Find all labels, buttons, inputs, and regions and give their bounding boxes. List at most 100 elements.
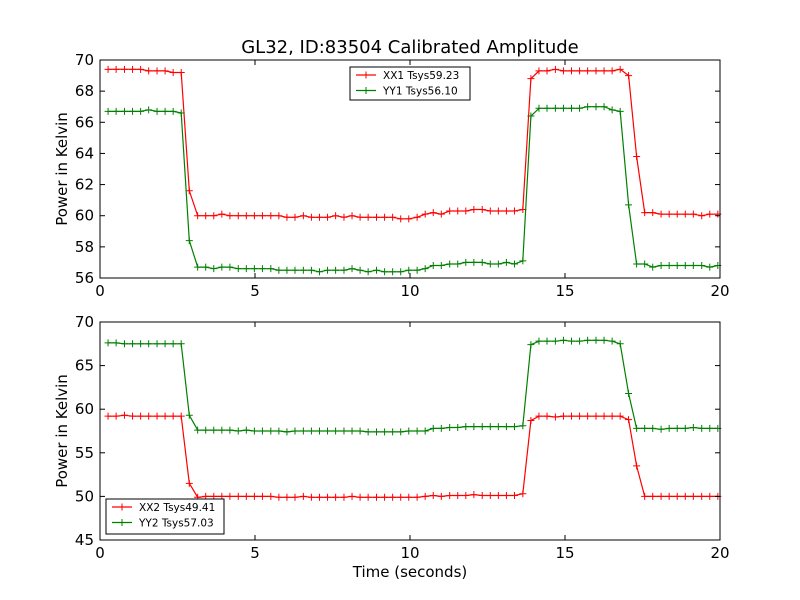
- data-point: [291, 266, 299, 274]
- data-point: [250, 492, 258, 500]
- data-point: [315, 268, 323, 276]
- data-point: [177, 109, 185, 117]
- data-point: [657, 210, 665, 218]
- data-point: [486, 260, 494, 268]
- data-point: [307, 213, 315, 221]
- y-axis-label: Power in Kelvin: [53, 112, 71, 226]
- data-point: [315, 213, 323, 221]
- data-point: [226, 492, 234, 500]
- data-point: [592, 67, 600, 75]
- data-point: [486, 207, 494, 215]
- data-point: [324, 493, 332, 501]
- data-point: [267, 427, 275, 435]
- data-point: [625, 72, 633, 80]
- data-point: [405, 215, 413, 223]
- y-tick-label: 60: [75, 207, 94, 225]
- data-point: [502, 258, 510, 266]
- data-point: [527, 341, 535, 349]
- data-point: [519, 257, 527, 265]
- data-point: [348, 265, 356, 273]
- data-point: [129, 65, 137, 73]
- data-point: [112, 107, 120, 115]
- data-point: [315, 427, 323, 435]
- data-point: [364, 213, 372, 221]
- data-point: [446, 207, 454, 215]
- data-point: [673, 210, 681, 218]
- data-point: [348, 492, 356, 500]
- data-point: [657, 262, 665, 270]
- data-point: [681, 492, 689, 500]
- data-point: [218, 210, 226, 218]
- data-point: [608, 67, 616, 75]
- legend-marker: [362, 87, 370, 94]
- data-point: [494, 207, 502, 215]
- data-point: [568, 412, 576, 420]
- data-point: [462, 423, 470, 431]
- data-point: [283, 493, 291, 501]
- x-tick-label: 5: [250, 544, 260, 562]
- data-point: [145, 340, 153, 348]
- data-point: [649, 492, 657, 500]
- data-point: [275, 427, 283, 435]
- data-point: [706, 263, 714, 271]
- data-point: [397, 215, 405, 223]
- data-point: [421, 427, 429, 435]
- data-point: [258, 427, 266, 435]
- data-point: [381, 213, 389, 221]
- data-point: [454, 260, 462, 268]
- data-point: [502, 207, 510, 215]
- legend-box: [349, 66, 471, 101]
- data-point: [665, 262, 673, 270]
- data-point: [510, 207, 518, 215]
- data-point: [275, 212, 283, 220]
- data-point: [584, 336, 592, 344]
- chart-title: GL32, ID:83504 Calibrated Amplitude: [241, 37, 579, 58]
- data-point: [576, 337, 584, 345]
- data-point: [446, 260, 454, 268]
- y-tick-label: 66: [75, 113, 94, 131]
- data-point: [112, 65, 120, 73]
- data-point: [568, 67, 576, 75]
- data-point: [364, 428, 372, 436]
- data-point: [129, 340, 137, 348]
- data-point: [681, 210, 689, 218]
- data-point: [112, 339, 120, 347]
- data-point: [478, 205, 486, 213]
- data-point: [332, 212, 340, 220]
- data-point: [283, 213, 291, 221]
- data-point: [470, 423, 478, 431]
- data-point: [324, 427, 332, 435]
- data-point: [177, 412, 185, 420]
- series-line: [108, 414, 718, 498]
- data-point: [470, 258, 478, 266]
- data-point: [608, 337, 616, 345]
- data-point: [494, 423, 502, 431]
- data-point: [600, 412, 608, 420]
- data-point: [381, 493, 389, 501]
- data-point: [145, 67, 153, 75]
- data-point: [462, 207, 470, 215]
- data-point: [307, 493, 315, 501]
- data-point: [673, 424, 681, 432]
- data-point: [299, 492, 307, 500]
- data-point: [226, 212, 234, 220]
- y-tick-label: 70: [75, 313, 94, 331]
- data-point: [681, 262, 689, 270]
- data-point: [169, 107, 177, 115]
- data-point: [340, 427, 348, 435]
- data-point: [616, 107, 624, 115]
- data-point: [600, 103, 608, 111]
- data-point: [129, 412, 137, 420]
- data-point: [657, 492, 665, 500]
- data-point: [510, 260, 518, 268]
- data-point: [397, 493, 405, 501]
- data-point: [364, 493, 372, 501]
- data-point: [559, 412, 567, 420]
- data-point: [551, 413, 559, 421]
- y-tick-label: 45: [75, 531, 94, 549]
- data-point: [641, 492, 649, 500]
- x-tick-label: 20: [710, 282, 729, 300]
- data-point: [348, 212, 356, 220]
- data-point: [226, 263, 234, 271]
